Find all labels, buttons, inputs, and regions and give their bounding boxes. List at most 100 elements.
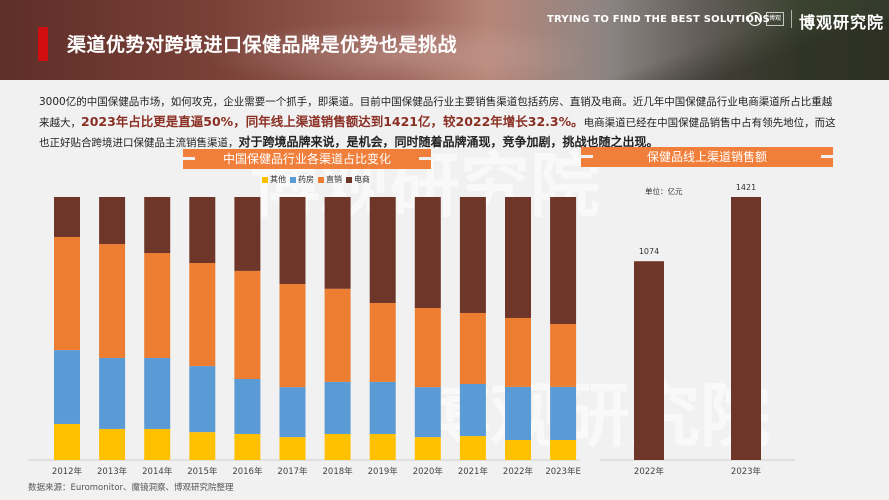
bar-segment-其他 [99,428,126,460]
bar-segment-直销 [414,307,441,388]
bar-segment-药房 [505,386,531,441]
bar-segment-药房 [324,381,351,434]
bar-segment-直销 [324,288,351,382]
bar-segment-电商 [99,197,126,245]
bar-segment-电商 [459,197,486,313]
bar-segment-电商 [189,197,216,264]
x-tick-label: 2022年 [634,466,665,477]
bar-segment-药房 [414,387,441,438]
bar-segment-其他 [234,433,261,460]
tagline-separator: / [730,13,734,26]
bar-segment-电商 [144,197,171,254]
x-tick-label: 2021年 [458,466,489,477]
bar-segment-其他 [144,428,171,460]
x-tick-label: 2017年 [277,466,308,477]
bar-segment-药房 [144,357,171,429]
bar-segment-直销 [459,312,486,384]
bar-segment-药房 [54,350,80,424]
bar-segment-直销 [279,284,306,388]
bar-segment-直销 [99,244,126,358]
bar-segment-电商 [505,197,531,318]
bar-segment-药房 [459,383,486,437]
intro-bold: 对于跨境品牌来说，是机会，同时随着品牌涌现，竞争加剧，挑战也随之出现。 [238,135,659,149]
data-source-note: 数据来源：Euromonitor、魔镜洞察、博观研究院整理 [28,483,234,493]
bar-segment-药房 [369,381,396,434]
x-tick-label: 2015年 [187,466,218,477]
bar-segment-电商 [54,197,80,237]
legend-label: 直销 [326,175,342,184]
legend-swatch [346,176,352,183]
bar-segment-药房 [279,387,306,438]
title-accent-bar [38,27,48,61]
x-tick-label: 2016年 [232,466,263,477]
bar-segment-直销 [369,302,396,382]
logo-mark: 博观 [766,12,784,26]
intro-highlight: 2023年占比更是直逼50%，同年线上渠道销售额达到1421亿，较2022年增长… [81,114,584,129]
bar [731,197,761,460]
page-title: 渠道优势对跨境进口保健品牌是优势也是挑战 [67,34,458,56]
intro-paragraph: 3000亿的中国保健品市场，如何攻克，企业需要一个抓手，即渠道。目前中国保健品行… [39,93,839,153]
bar-segment-电商 [369,197,396,303]
x-tick-label: 2023年 [731,466,762,477]
bar-segment-其他 [189,432,216,460]
bar [634,261,664,460]
left-chart-title: 中国保健品行业各渠道占比变化 [181,149,433,169]
legend-swatch [318,176,324,183]
bar-segment-药房 [189,366,216,433]
right-chart-title: 保健品线上渠道销售额 [579,147,835,167]
legend-label: 其他 [270,175,286,184]
bar-segment-直销 [54,236,80,351]
header-background-mountain [540,20,889,80]
logo-divider [791,10,792,28]
header-banner: 渠道优势对跨境进口保健品牌是优势也是挑战 TRYING TO FIND THE … [0,0,889,80]
bar-segment-直销 [189,263,216,367]
bar-segment-其他 [369,433,396,460]
unit-label: 单位：亿元 [645,187,683,196]
legend-label: 电商 [354,175,370,184]
bar-segment-其他 [414,437,441,460]
x-tick-label: 2019年 [368,466,399,477]
intro-text-2: 电商渠道已经在中国保健品销售中占有领先地位，而这也正好贴合跨境进口保健品主流销售… [39,117,836,149]
bar-segment-药房 [234,378,261,434]
legend-item: 直销 [318,174,342,185]
logo-circle-icon [748,12,762,26]
data-label: 1074 [639,247,659,256]
data-label: 1421 [736,183,756,192]
bar-segment-电商 [414,197,441,308]
bar-segment-其他 [550,440,577,460]
bar-segment-电商 [550,197,577,325]
x-tick-label: 2018年 [323,466,354,477]
x-tick-label: 2014年 [142,466,173,477]
intro-text-1: 3000亿的中国保健品市场，如何攻克，企业需要一个抓手，即渠道。目前中国保健品行… [39,96,833,129]
bar-segment-电商 [234,197,261,271]
bar-segment-其他 [459,436,486,460]
x-tick-label: 2020年 [413,466,444,477]
legend-label: 药房 [298,175,314,184]
x-tick-label: 2023年E [545,466,581,477]
bar-segment-直销 [144,253,171,358]
x-tick-label: 2022年 [503,466,534,477]
tagline: TRYING TO FIND THE BEST SOLUTIONS [547,14,771,25]
bar-segment-直销 [550,324,577,387]
legend-swatch [290,176,296,183]
legend-item: 其他 [262,174,286,185]
legend-item: 药房 [290,174,314,185]
x-tick-label: 2012年 [52,466,83,477]
bar-segment-电商 [324,197,351,289]
bar-segment-直销 [234,270,261,379]
bar-segment-其他 [279,437,306,460]
legend-item: 电商 [346,174,370,185]
bar-segment-药房 [99,357,126,429]
legend-swatch [262,176,268,183]
header-background-mist [200,20,600,80]
bar-segment-其他 [54,423,80,460]
bar-segment-直销 [505,317,531,387]
bar-segment-其他 [324,433,351,460]
chart-legend: 其他 药房 直销 电商 [262,174,370,185]
bar-segment-其他 [505,440,531,460]
brand-name: 博观研究院 [799,13,885,32]
bar-segment-电商 [279,197,306,285]
x-tick-label: 2013年 [97,466,128,477]
bar-segment-药房 [550,386,577,441]
